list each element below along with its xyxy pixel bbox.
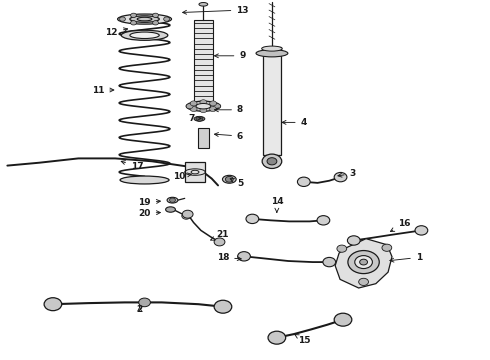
Circle shape bbox=[210, 101, 217, 106]
Circle shape bbox=[130, 21, 136, 25]
Text: 2: 2 bbox=[137, 305, 143, 314]
Text: 8: 8 bbox=[215, 105, 243, 114]
Text: 9: 9 bbox=[215, 51, 246, 60]
Text: 16: 16 bbox=[391, 220, 411, 231]
Circle shape bbox=[170, 198, 175, 202]
Ellipse shape bbox=[166, 207, 175, 212]
Circle shape bbox=[267, 158, 277, 165]
Ellipse shape bbox=[262, 46, 282, 51]
Circle shape bbox=[323, 257, 336, 267]
Text: 12: 12 bbox=[105, 28, 127, 37]
Text: 14: 14 bbox=[270, 197, 283, 212]
Circle shape bbox=[317, 216, 330, 225]
Text: 7: 7 bbox=[188, 114, 201, 123]
Circle shape bbox=[152, 13, 159, 18]
Circle shape bbox=[214, 104, 220, 109]
Circle shape bbox=[225, 176, 233, 182]
Text: 10: 10 bbox=[172, 172, 191, 181]
Circle shape bbox=[210, 107, 217, 112]
Ellipse shape bbox=[120, 176, 169, 184]
Circle shape bbox=[246, 214, 259, 224]
Circle shape bbox=[200, 100, 207, 105]
Circle shape bbox=[196, 116, 203, 121]
Ellipse shape bbox=[194, 117, 205, 121]
Text: 13: 13 bbox=[183, 6, 249, 15]
Circle shape bbox=[214, 238, 225, 246]
Ellipse shape bbox=[256, 50, 288, 57]
Ellipse shape bbox=[130, 16, 159, 22]
Circle shape bbox=[238, 252, 250, 261]
Circle shape bbox=[334, 172, 347, 182]
Circle shape bbox=[200, 108, 207, 113]
Text: 20: 20 bbox=[138, 209, 160, 217]
Circle shape bbox=[382, 244, 392, 251]
Circle shape bbox=[334, 313, 352, 326]
Circle shape bbox=[130, 13, 136, 18]
Ellipse shape bbox=[196, 104, 211, 109]
Bar bbox=[185, 162, 205, 182]
Text: 21: 21 bbox=[211, 230, 229, 240]
Ellipse shape bbox=[167, 197, 178, 203]
Circle shape bbox=[359, 278, 368, 285]
Circle shape bbox=[44, 298, 62, 311]
Circle shape bbox=[186, 104, 193, 109]
Circle shape bbox=[347, 236, 360, 245]
Text: 18: 18 bbox=[217, 253, 241, 262]
Circle shape bbox=[337, 245, 347, 252]
Circle shape bbox=[152, 21, 159, 25]
Text: 4: 4 bbox=[282, 118, 307, 127]
Text: 17: 17 bbox=[121, 161, 144, 171]
Polygon shape bbox=[335, 239, 392, 288]
Circle shape bbox=[164, 17, 170, 21]
Text: 15: 15 bbox=[295, 334, 311, 345]
Text: 5: 5 bbox=[230, 179, 243, 188]
Circle shape bbox=[297, 177, 310, 186]
Circle shape bbox=[262, 154, 282, 168]
Bar bbox=[263, 47, 281, 155]
Circle shape bbox=[415, 226, 428, 235]
Circle shape bbox=[190, 101, 197, 106]
Circle shape bbox=[182, 213, 191, 219]
Circle shape bbox=[182, 210, 193, 218]
Text: 11: 11 bbox=[92, 86, 114, 95]
Circle shape bbox=[268, 331, 286, 344]
Text: 1: 1 bbox=[390, 253, 422, 262]
Ellipse shape bbox=[222, 175, 236, 183]
Ellipse shape bbox=[130, 32, 159, 39]
Circle shape bbox=[214, 300, 232, 313]
Text: 6: 6 bbox=[215, 132, 243, 141]
Circle shape bbox=[348, 251, 379, 274]
Circle shape bbox=[120, 17, 125, 21]
Circle shape bbox=[190, 107, 197, 112]
Text: 3: 3 bbox=[338, 169, 356, 178]
Circle shape bbox=[360, 259, 368, 265]
Ellipse shape bbox=[186, 101, 220, 111]
Ellipse shape bbox=[199, 3, 208, 6]
Ellipse shape bbox=[121, 30, 168, 40]
Bar bbox=[194, 20, 213, 104]
Ellipse shape bbox=[118, 14, 172, 24]
Circle shape bbox=[139, 298, 150, 307]
Text: 19: 19 bbox=[138, 198, 160, 207]
Circle shape bbox=[355, 256, 372, 269]
Bar bbox=[198, 128, 209, 148]
